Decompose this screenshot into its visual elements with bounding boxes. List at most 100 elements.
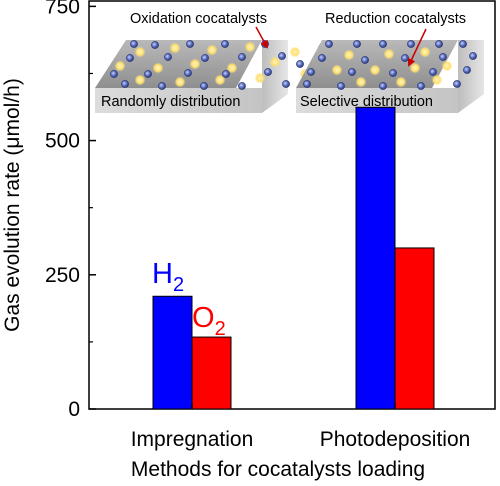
x-tick-label: Impregnation xyxy=(131,428,254,451)
reduction-particle xyxy=(238,53,246,61)
reduction-particle xyxy=(307,68,315,76)
x-tick-label: Photodeposition xyxy=(320,428,471,451)
reduction-particle xyxy=(151,41,159,49)
bar-h2-impregnation xyxy=(152,295,193,410)
reduction-particle xyxy=(453,80,461,88)
oxidation-particle xyxy=(254,72,266,84)
reduction-particle xyxy=(144,70,152,78)
inset-slab-side xyxy=(262,40,288,113)
inset-annotation-reduction: Reduction cocatalysts xyxy=(325,11,466,27)
reduction-particle xyxy=(278,52,286,60)
reduction-particle xyxy=(469,52,477,60)
series-label-h2: H2 xyxy=(152,258,184,296)
inset-particles-random xyxy=(110,40,326,90)
reduction-particle xyxy=(158,82,166,90)
reduction-particle xyxy=(110,70,118,78)
oxidation-particle xyxy=(441,60,453,72)
inset-random-distribution: Oxidation cocatalysts Randomly distribut… xyxy=(95,11,326,113)
oxidation-particle xyxy=(214,74,226,86)
reduction-particle xyxy=(221,40,229,48)
oxidation-particle xyxy=(152,62,164,74)
reduction-particle xyxy=(325,40,333,48)
reduction-particle xyxy=(463,66,471,74)
reduction-particle xyxy=(318,54,326,62)
insets: Oxidation cocatalysts Randomly distribut… xyxy=(95,11,484,113)
inset-arrow-oxidation xyxy=(255,26,268,49)
y-axis-title: Gas evolution rate (μmol/h) xyxy=(1,78,24,332)
oxidation-particle xyxy=(289,46,301,58)
oxidation-particle xyxy=(134,46,146,58)
reduction-particle xyxy=(348,68,356,76)
reduction-particle xyxy=(429,68,437,76)
bars xyxy=(152,106,435,410)
oxidation-particle xyxy=(355,76,367,88)
reduction-particle xyxy=(130,40,138,48)
bar-o2-photodeposition xyxy=(394,247,435,410)
reduction-particle xyxy=(121,80,129,88)
reduction-particle xyxy=(389,69,397,77)
series-label-h2-sub: 2 xyxy=(173,274,184,296)
inset-caption-selective: Selective distribution xyxy=(300,94,433,110)
series-label-h2-main: H xyxy=(152,258,173,290)
inset-slab-side xyxy=(458,40,484,113)
inset-selective-distribution: Reduction cocatalysts Selective distribu… xyxy=(296,11,484,113)
reduction-particle xyxy=(379,82,387,90)
reduction-particle xyxy=(282,80,290,88)
series-label-o2-main: O xyxy=(192,302,215,334)
y-axis: 0 250 500 750 xyxy=(45,0,96,421)
oxidation-particle xyxy=(369,64,381,76)
reduction-particle xyxy=(407,40,415,48)
oxidation-particle xyxy=(134,74,146,86)
inset-particles-selective xyxy=(303,40,477,90)
reduction-particle xyxy=(238,82,246,90)
oxidation-particle xyxy=(409,62,421,74)
oxidation-particle xyxy=(189,58,201,70)
series-label-o2-sub: 2 xyxy=(215,318,226,340)
oxidation-particle xyxy=(383,48,395,60)
oxidation-particle xyxy=(431,74,443,86)
x-axis-title: Methods for cocatalysts loading xyxy=(131,458,425,481)
reduction-particle xyxy=(337,82,345,90)
inset-caption-random: Randomly distribution xyxy=(101,94,240,110)
reduction-particle xyxy=(459,40,467,48)
reduction-particle xyxy=(264,68,272,76)
oxidation-particle xyxy=(269,56,281,68)
series-label-o2: O2 xyxy=(192,302,226,340)
reduction-particle xyxy=(379,40,387,48)
reduction-particle xyxy=(200,82,208,90)
reduction-particle xyxy=(439,53,447,61)
oxidation-particle xyxy=(226,62,238,74)
bar-o2-impregnation xyxy=(191,336,232,410)
oxidation-particle xyxy=(114,60,126,72)
inset-arrow-reduction xyxy=(407,28,427,67)
bar-h2-photodeposition xyxy=(355,106,396,410)
inset-slab-top xyxy=(296,40,458,88)
y-tick-label: 750 xyxy=(45,0,80,18)
oxidation-particle xyxy=(169,42,181,54)
reduction-particle xyxy=(164,53,172,61)
oxidation-particle xyxy=(343,49,355,61)
inset-slab-front xyxy=(95,88,262,113)
reduction-particle xyxy=(296,60,304,68)
inset-annotation-oxidation: Oxidation cocatalysts xyxy=(130,11,267,27)
reduction-particle xyxy=(303,80,311,88)
oxidation-particle xyxy=(395,76,407,88)
y-tick-label: 500 xyxy=(45,130,80,153)
reduction-particle xyxy=(401,54,409,62)
x-axis: Impregnation Photodeposition xyxy=(131,403,471,451)
reduction-particle xyxy=(353,40,361,48)
reduction-particle xyxy=(417,82,425,90)
reduction-particle xyxy=(126,54,134,62)
y-tick-label: 0 xyxy=(68,398,80,421)
reduction-particle xyxy=(222,70,230,78)
oxidation-particle xyxy=(419,46,431,58)
oxidation-particle xyxy=(174,76,186,88)
oxidation-particle xyxy=(206,44,218,56)
plot-frame xyxy=(88,0,496,410)
reduction-particle xyxy=(184,69,192,77)
reduction-particle xyxy=(186,40,194,48)
reduction-particle xyxy=(201,54,209,62)
y-tick-label: 250 xyxy=(45,264,80,287)
reduction-particle xyxy=(435,40,443,48)
